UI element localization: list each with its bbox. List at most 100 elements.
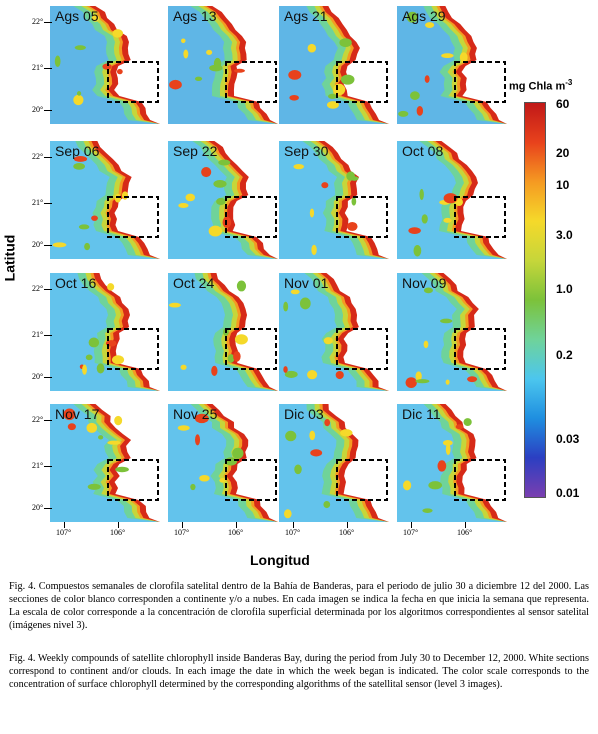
chlorophyll-patch [283,301,289,312]
land-area [97,141,160,259]
chlorophyll-patch [413,244,422,257]
chlorophyll-map [168,141,278,259]
bay-outline-box [454,328,506,370]
land-area [214,141,278,259]
longitude-tick-label: 106° [228,528,244,537]
chlorophyll-patch [459,52,468,63]
latitude-tick-label: 21° [32,461,44,470]
colorbar [524,102,546,498]
latitude-tick-mark [44,377,52,378]
chlorophyll-patch [311,244,317,256]
chlorophyll-patch [209,64,223,72]
chlorophyll-patch [227,354,235,363]
chlorophyll-patch [213,180,227,188]
chlorophyll-patch [307,43,317,53]
chlorophyll-map [397,404,507,522]
chlorophyll-patch [236,280,247,292]
chlorophyll-patch [309,430,316,441]
latitude-tick-label: 21° [32,63,44,72]
bay-outline-box [225,328,277,370]
chlorophyll-patch [346,171,355,181]
latitude-tick-label: 21° [32,330,44,339]
chlorophyll-patch [114,193,122,203]
chlorophyll-map [50,141,160,259]
latitude-tick-mark [44,68,52,69]
chlorophyll-patch [442,440,453,446]
panel-date-label: Ags 29 [402,8,446,24]
chlorophyll-patch [403,480,412,491]
chlorophyll-patch [194,413,209,424]
bay-outline-box [107,328,159,370]
chlorophyll-patch [73,162,85,170]
chlorophyll-patch [408,227,421,234]
latitude-tick-label: 20° [32,503,44,512]
latitude-tick-mark [44,157,52,158]
chlorophyll-patch [201,167,212,178]
latitude-tick-mark [44,466,52,467]
chlorophyll-patch [88,337,100,348]
chlorophyll-patch [307,370,318,380]
chlorophyll-patch [96,363,105,374]
panel-date-label: Ags 21 [284,8,328,24]
panel-date-label: Nov 25 [173,406,218,422]
chlorophyll-patch [52,242,67,248]
chlorophyll-patch [180,364,187,370]
chlorophyll-patch [339,38,352,48]
latitude-tick-label: 22° [32,17,44,26]
land-area [212,6,278,124]
colorbar-tick-label: 0.03 [556,432,580,446]
bay-outline-box [225,196,277,238]
chlorophyll-patch [285,430,297,442]
chlorophyll-patch [169,79,182,90]
chlorophyll-patch [326,101,339,109]
chlorophyll-patch [73,94,84,106]
chlorophyll-patch [437,460,447,472]
chlorophyll-patch [335,371,344,380]
bay-outline-box [107,459,159,501]
colorbar-title: mg Chla m-3 [509,78,572,93]
chlorophyll-patch [419,188,424,201]
panel-date-label: Sep 06 [55,143,100,159]
longitude-tick-label: 106° [457,528,473,537]
chlorophyll-patch [328,93,337,99]
bay-outline-box [336,328,388,370]
chlorophyll-patch [115,466,129,473]
chlorophyll-patch [183,49,189,59]
colorbar-tick-label: 1.0 [556,282,573,296]
chlorophyll-panel: Sep 22 [168,141,278,259]
chlorophyll-patch [86,422,98,433]
chlorophyll-patch [114,415,123,426]
x-axis-label: Longitud [250,552,310,568]
chlorophyll-patch [423,287,433,294]
chlorophyll-panel: Ags 21 [279,6,389,124]
chlorophyll-patch [441,53,454,59]
panel-date-label: Sep 22 [173,143,218,159]
latitude-tick-mark [44,335,52,336]
latitude-tick-label: 22° [32,152,44,161]
chlorophyll-patch [415,379,430,384]
chlorophyll-patch [443,217,452,223]
chlorophyll-patch [423,340,429,349]
panel-date-label: Ags 13 [173,8,217,24]
chlorophyll-patch [206,49,213,55]
bay-outline-box [454,61,506,103]
chlorophyll-patch [178,203,189,208]
chlorophyll-patch [218,159,231,166]
latitude-tick-label: 20° [32,240,44,249]
longitude-tick-mark [411,522,412,528]
caption-spanish: Fig. 4. Compuestos semanales de clorofil… [9,581,589,631]
chlorophyll-patch [107,440,121,445]
panel-date-label: Oct 08 [402,143,444,159]
longitude-tick-label: 106° [110,528,126,537]
chlorophyll-map [397,141,507,259]
chlorophyll-patch [208,225,223,237]
colorbar-tick-label: 20 [556,146,570,160]
chlorophyll-patch [324,418,331,427]
chlorophyll-map [397,6,507,124]
chlorophyll-patch [195,434,201,446]
latitude-tick-mark [44,203,52,204]
chlorophyll-map [168,6,278,124]
chlorophyll-patch [333,83,346,96]
chlorophyll-panel: Dic 03 [279,404,389,522]
panel-date-label: Oct 16 [55,275,97,291]
